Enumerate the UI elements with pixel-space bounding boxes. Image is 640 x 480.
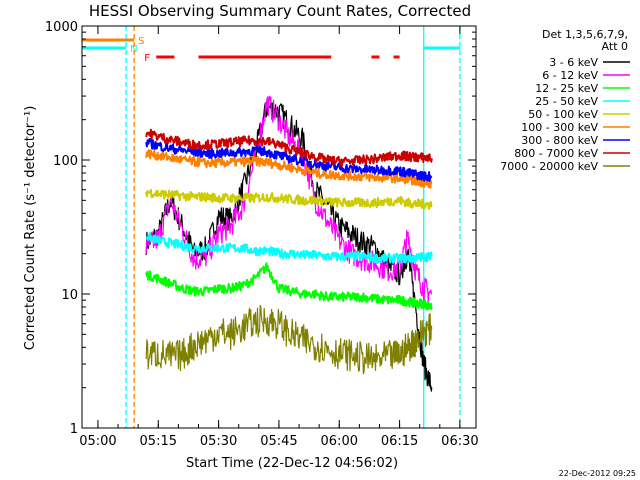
legend-label: 12 - 25 keV	[535, 82, 598, 95]
x-tick-label: 05:30	[200, 434, 237, 449]
series-line-5	[145, 149, 433, 189]
legend-label: 7000 - 20000 keV	[500, 160, 598, 173]
legend-label: 100 - 300 keV	[521, 121, 598, 134]
flag-label-f: F	[144, 53, 150, 64]
plot-area: SNF	[82, 26, 461, 428]
x-tick-label: 06:30	[441, 434, 478, 449]
flag-label-n: N	[130, 44, 137, 55]
series-line-6	[145, 137, 433, 182]
series-line-2	[145, 262, 433, 311]
x-tick-label: 05:15	[140, 434, 177, 449]
legend-label: 3 - 6 keV	[549, 56, 598, 69]
series-layer	[145, 95, 433, 392]
x-tick-label: 05:00	[79, 434, 116, 449]
chart-title: HESSI Observing Summary Count Rates, Cor…	[89, 2, 471, 20]
y-tick-label: 1	[70, 422, 78, 437]
series-line-4	[145, 188, 433, 210]
series-line-7	[145, 128, 433, 167]
legend-header-detectors: Det 1,3,5,6,7,9,	[542, 28, 628, 41]
timestamp: 22-Dec-2012 09:25	[559, 469, 636, 478]
y-axis: 1 10 100 1000	[45, 20, 476, 437]
flag-label-s: S	[138, 36, 144, 47]
legend-label: 25 - 50 keV	[535, 95, 598, 108]
legend-label: 50 - 100 keV	[528, 108, 598, 121]
flag-layer: SNF	[82, 36, 460, 64]
y-tick-label: 100	[53, 154, 78, 169]
legend-label: 300 - 800 keV	[521, 134, 598, 147]
series-line-3	[145, 232, 433, 264]
x-axis-title: Start Time (22-Dec-12 04:56:02)	[186, 456, 398, 471]
legend-header-attenuator: Att 0	[602, 40, 628, 53]
x-axis: 05:00 05:15 05:30 05:45 06:00 06:15 06:30	[79, 26, 479, 449]
y-tick-label: 1000	[45, 20, 78, 35]
legend-label: 6 - 12 keV	[542, 69, 598, 82]
y-axis-title: Corrected Count Rate (s⁻¹ detector⁻¹)	[23, 106, 38, 351]
x-tick-label: 06:00	[321, 434, 358, 449]
series-line-8	[145, 304, 433, 375]
legend-label: 800 - 7000 keV	[514, 147, 598, 160]
x-tick-label: 05:45	[260, 434, 297, 449]
x-tick-label: 06:15	[381, 434, 418, 449]
y-tick-label: 10	[61, 288, 78, 303]
